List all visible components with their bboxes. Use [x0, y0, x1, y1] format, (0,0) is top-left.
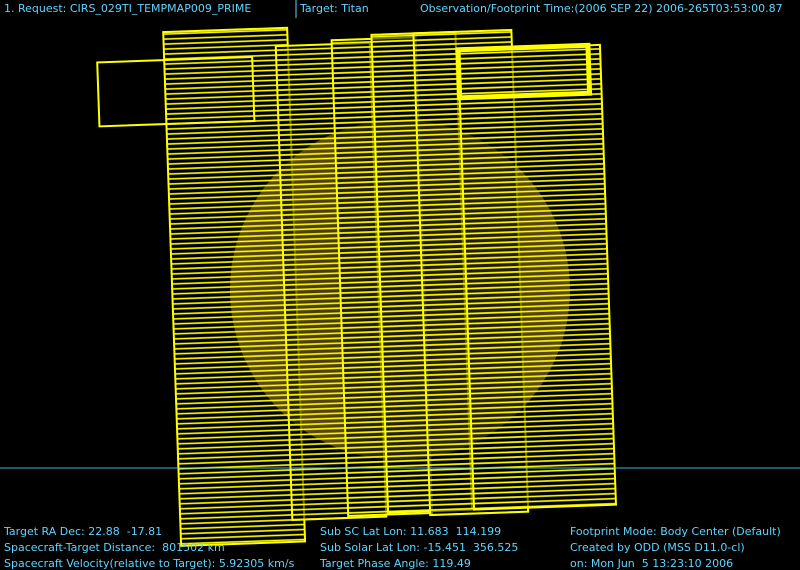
info-panel: Target RA Dec: 22.88 -17.81 Spacecraft-Ta…: [3, 525, 781, 570]
info-left: Spacecraft-Target Distance: 801502 km: [4, 541, 225, 554]
info-right: on: Mon Jun 5 13:23:10 2006: [570, 557, 733, 570]
footprint: [455, 42, 593, 101]
info-right: Footprint Mode: Body Center (Default): [570, 525, 781, 538]
footprints: [96, 26, 618, 547]
info-left: Spacecraft Velocity(relative to Target):…: [4, 557, 295, 570]
info-middle: Sub Solar Lat Lon: -15.451 356.525: [320, 541, 518, 554]
info-middle: Sub SC Lat Lon: 11.683 114.199: [320, 525, 501, 538]
info-left: Target RA Dec: 22.88 -17.81: [3, 525, 162, 538]
target: Target: Titan: [299, 2, 369, 15]
footprint: [456, 43, 618, 511]
info-middle: Target Phase Angle: 119.49: [319, 557, 471, 570]
request: 1. Request: CIRS_029TI_TEMPMAP009_PRIME: [4, 2, 251, 15]
time: Observation/Footprint Time:(2006 SEP 22)…: [420, 2, 783, 15]
info-right: Created by ODD (MSS D11.0-cl): [570, 541, 745, 554]
footprint-outline: [96, 55, 256, 128]
